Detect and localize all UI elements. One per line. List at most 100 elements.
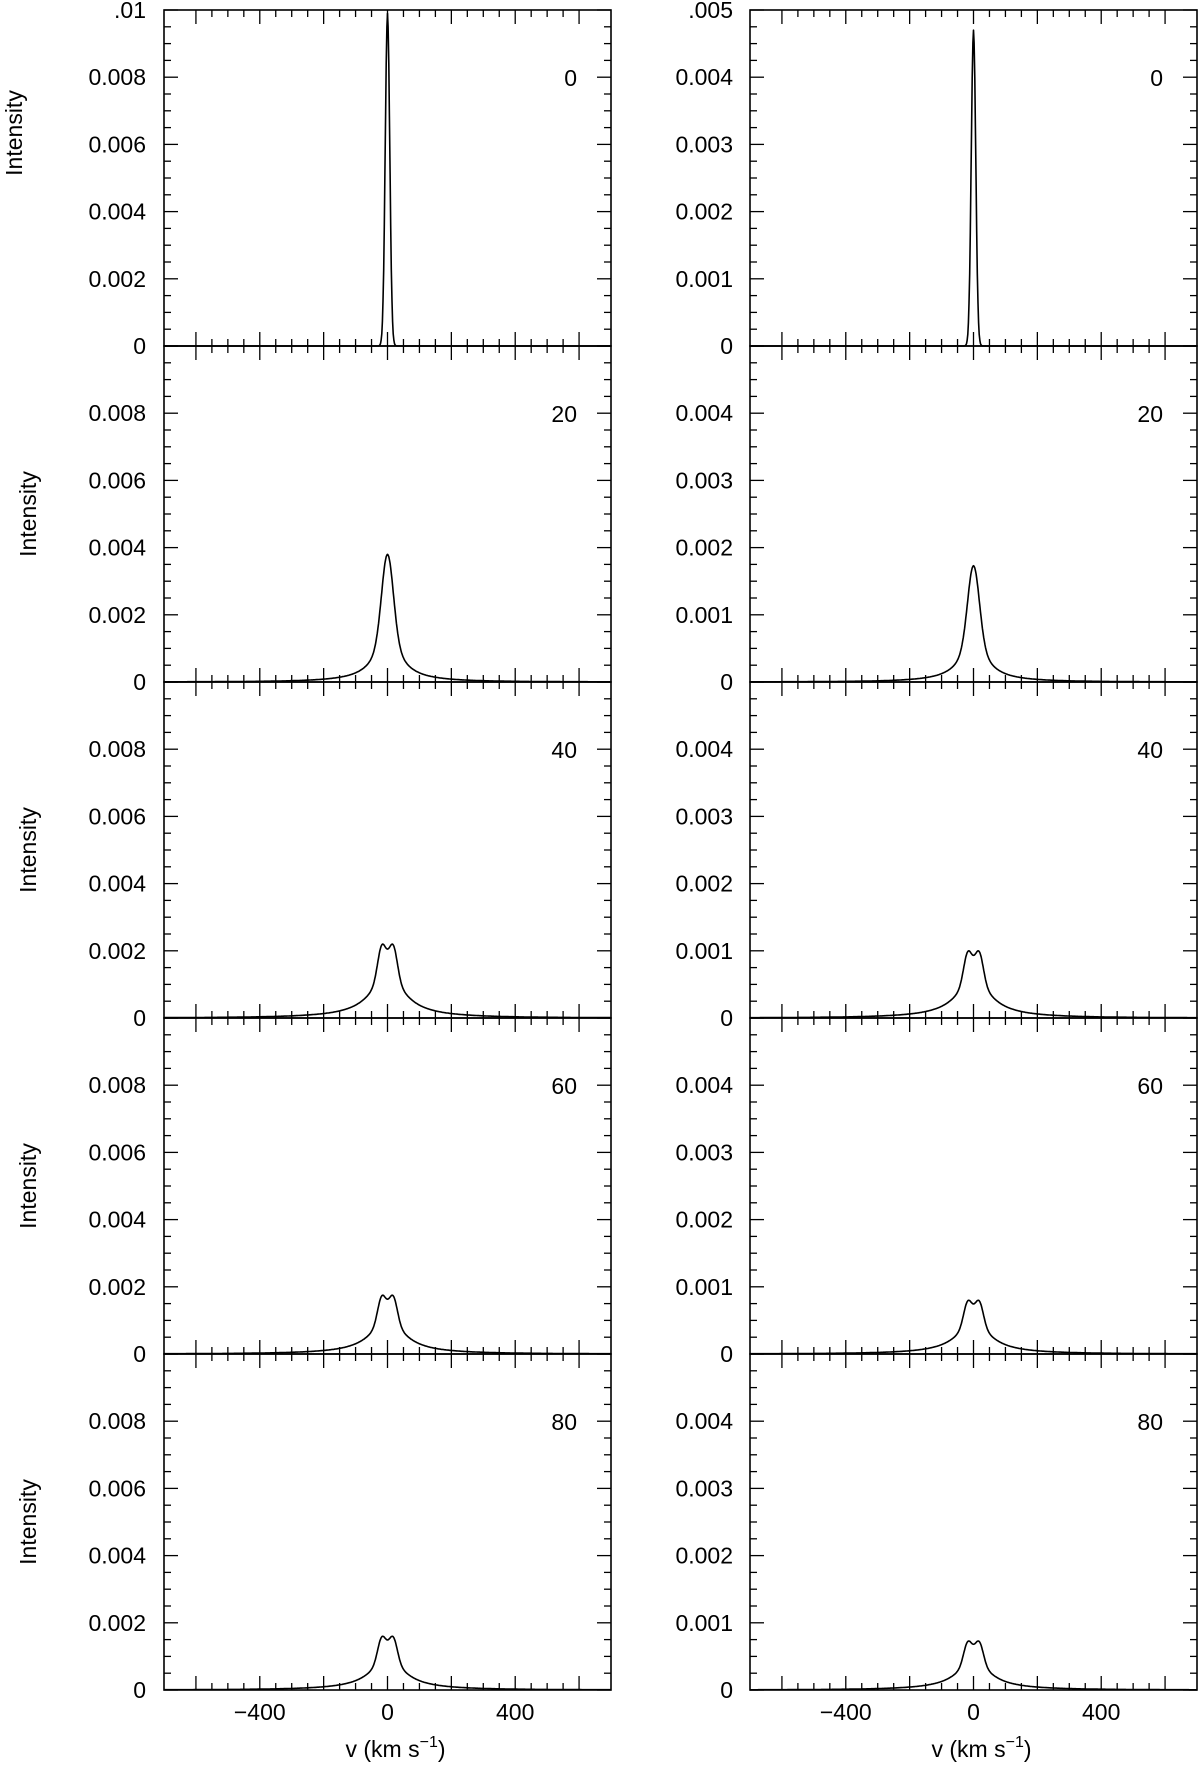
y-tick-label: 0.008 [88,1408,146,1434]
panel-label: 40 [551,737,577,763]
y-tick-label: 0.006 [88,1139,146,1165]
panel-frame [749,9,1198,347]
y-tick-label: 0 [720,1341,733,1367]
panel-left-60: 0 0.002 0.004 0.006 0.008 60 Intensity [15,1017,612,1367]
panel-label: 60 [551,1073,577,1099]
y-tick-label: 0.006 [88,467,146,493]
y-tick-label: 0 [720,1677,733,1703]
line-profile-curve [749,1640,1198,1691]
y-tick-label: 0.004 [88,199,146,225]
x-tick-label: 400 [1082,1699,1120,1725]
y-tick-label: 0.003 [675,803,733,829]
y-tick-label: 0.004 [675,1408,733,1434]
y-tick-label: 0.004 [675,736,733,762]
panel-right-80: 0 0.001 0.002 0.003 0.004 80 −400 0 400 v (km s−1… [675,1353,1198,1762]
panel-frame [163,1017,612,1355]
y-tick-label: 0 [720,333,733,359]
y-tick-label: 0.002 [88,1274,146,1300]
y-tick-label: 0 [133,1005,146,1031]
y-tick-label: 0.008 [88,1072,146,1098]
y-tick-label: 0.003 [675,131,733,157]
line-profile-curve [163,553,612,683]
y-tick-label: 0.002 [88,266,146,292]
y-tick-label: 0.004 [88,1207,146,1233]
y-tick-label: 0.002 [675,1543,733,1569]
y-tick-label: 0 [133,1677,146,1703]
y-tick-label: 0 [133,333,146,359]
line-profile-curve [163,1635,612,1691]
panel-left-40: 0 0.002 0.004 0.006 0.008 40 Intensity [15,681,612,1031]
y-tick-label: 0 [720,1005,733,1031]
panel-label: 0 [564,65,577,91]
x-tick-label: −400 [820,1699,872,1725]
y-axis-title: Intensity [15,1143,41,1229]
x-axis-title: v (km s−1) [345,1734,445,1762]
panel-left-0: 0 0.002 0.004 0.006 0.008 .01 0 Intensity [1,0,612,359]
y-tick-label: 0.001 [675,1610,733,1636]
y-tick-label: 0.006 [88,803,146,829]
panel-frame [163,345,612,683]
x-tick-label: 0 [381,1699,394,1725]
y-tick-label: 0.002 [675,871,733,897]
y-tick-label: 0.002 [675,535,733,561]
y-tick-label: 0.008 [88,400,146,426]
panel-left-20: 0 0.002 0.004 0.006 0.008 20 Intensity [15,345,612,695]
y-tick-label: 0.003 [675,1475,733,1501]
y-axis-title: Intensity [1,90,27,176]
y-tick-label: 0.004 [88,535,146,561]
y-tick-label: 0.008 [88,736,146,762]
y-tick-label: 0.002 [88,938,146,964]
y-axis-title: Intensity [15,1479,41,1565]
panel-label: 40 [1137,737,1163,763]
panel-right-0: 0 0.001 0.002 0.003 0.004 .005 0 [675,0,1198,359]
x-tick-label: −400 [234,1699,286,1725]
y-tick-label: 0.001 [675,938,733,964]
y-axis-title: Intensity [15,471,41,557]
chart-column-right: 0 0.001 0.002 0.003 0.004 .005 0 0 0.001 0.002 0.0… [675,0,1198,1762]
panel-label: 20 [1137,401,1163,427]
line-profile-curve [749,29,1198,347]
panel-label: 60 [1137,1073,1163,1099]
chart-column-left: 0 0.002 0.004 0.006 0.008 .01 0 Intensity 0 0.002… [1,0,612,1762]
y-tick-label: 0.004 [675,64,733,90]
panel-frame [163,9,612,347]
y-tick-label: 0.006 [88,1475,146,1501]
y-tick-label: 0.002 [88,602,146,628]
y-tick-label: .005 [688,0,733,23]
panel-left-80: 0 0.002 0.004 0.006 0.008 80 Intensity −400 0 400… [15,1353,612,1762]
y-tick-label: 0 [720,669,733,695]
line-profile-curve [749,564,1198,683]
y-tick-label: 0.002 [88,1610,146,1636]
y-tick-label: 0.004 [88,1543,146,1569]
panel-label: 80 [1137,1409,1163,1435]
panel-label: 80 [551,1409,577,1435]
y-tick-label: 0.003 [675,1139,733,1165]
line-profile-curve [163,943,612,1019]
y-tick-label: 0.004 [675,1072,733,1098]
y-tick-label: 0 [133,669,146,695]
y-tick-label: 0 [133,1341,146,1367]
y-tick-label: 0.004 [88,871,146,897]
panel-frame [749,1353,1198,1691]
y-tick-label: 0.004 [675,400,733,426]
y-axis-title: Intensity [15,807,41,893]
panel-frame [163,681,612,1019]
y-tick-label: 0.001 [675,1274,733,1300]
y-tick-label: 0.001 [675,266,733,292]
y-tick-label: 0.003 [675,467,733,493]
panel-label: 0 [1150,65,1163,91]
panel-right-20: 0 0.001 0.002 0.003 0.004 20 [675,345,1198,695]
panel-frame [749,345,1198,683]
line-profile-curve [163,12,612,347]
y-tick-label: 0.001 [675,602,733,628]
y-tick-label: .01 [114,0,146,23]
panel-label: 20 [551,401,577,427]
x-tick-label: 0 [967,1699,980,1725]
panel-frame [749,681,1198,1019]
panel-right-60: 0 0.001 0.002 0.003 0.004 60 [675,1017,1198,1367]
y-tick-label: 0.002 [675,1207,733,1233]
y-tick-label: 0.002 [675,199,733,225]
x-axis-title: v (km s−1) [931,1734,1031,1762]
panel-right-40: 0 0.001 0.002 0.003 0.004 40 [675,681,1198,1031]
